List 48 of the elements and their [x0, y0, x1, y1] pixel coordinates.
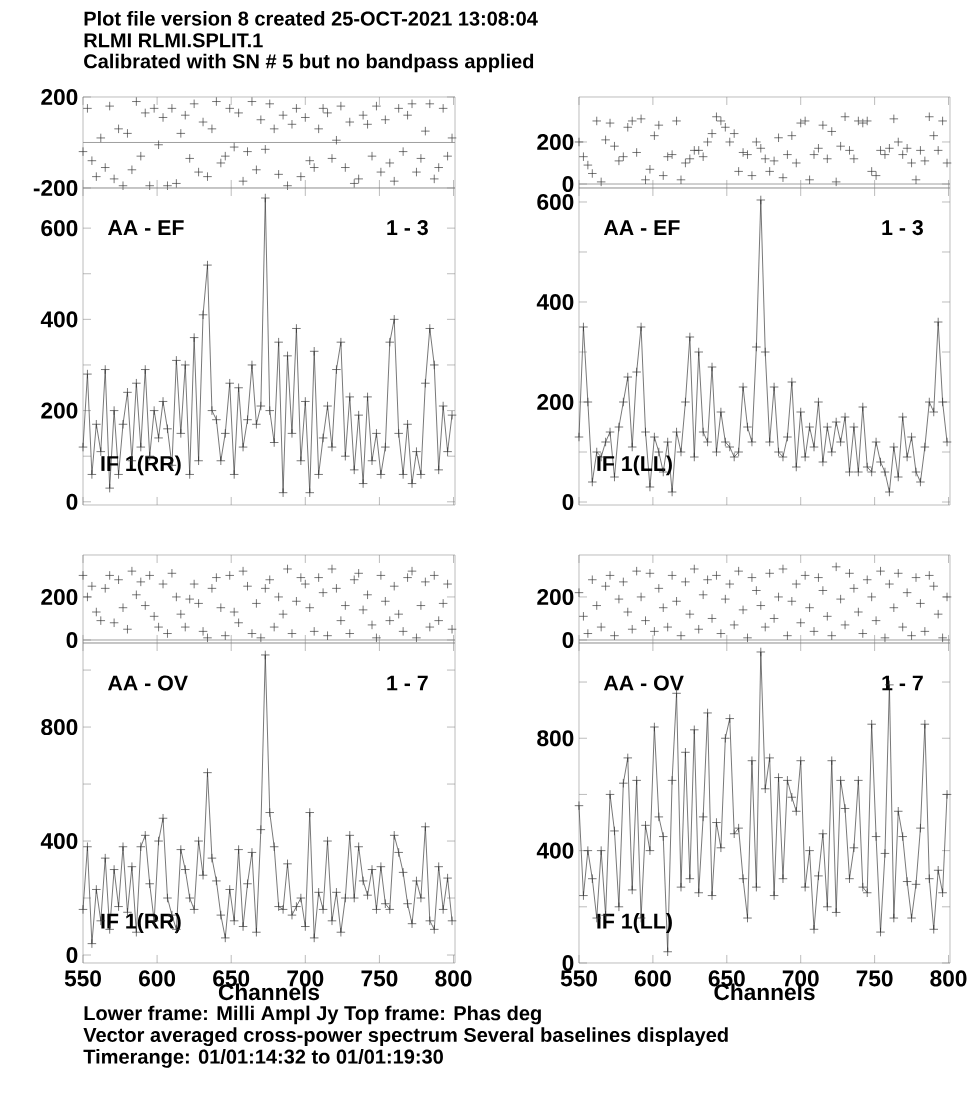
y-tick-label: 0	[562, 493, 574, 511]
x-tick-label: 800	[930, 970, 967, 987]
chart-title: Plot file version 8 created 25-OCT-2021 13:08:04	[84, 10, 538, 26]
annotation: AA - OV	[107, 675, 188, 691]
y-tick-label: 800	[41, 719, 78, 736]
y-tick-label: 800	[537, 730, 574, 747]
annotation: AA - EF	[107, 220, 184, 235]
annotation: IF 1(RR)	[101, 455, 181, 476]
y-tick-label: 0	[562, 631, 574, 649]
x-tick-label: 750	[856, 970, 893, 987]
y-tick-label: 200	[41, 88, 78, 106]
annotation: 1 - 7	[882, 675, 923, 691]
y-tick-label: 200	[537, 588, 574, 605]
y-tick-label: 0	[562, 175, 574, 193]
x-tick-label: 800	[435, 970, 472, 987]
text: Vector averaged cross-power spectrum Several baselines displayed	[83, 1027, 728, 1047]
y-tick-label: 200	[41, 588, 78, 605]
y-tick-label: 600	[41, 220, 78, 237]
y-tick-label: 0	[66, 493, 78, 510]
y-tick-label: 400	[536, 293, 574, 311]
y-tick-label: 0	[66, 946, 78, 964]
annotation: 1 - 3	[882, 220, 923, 236]
text: Calibrated with SN # 5 but no bandpass applied	[84, 53, 534, 73]
y-tick-label: -200	[33, 179, 78, 197]
y-tick-label: 0	[562, 954, 574, 972]
text: Timerange: 01/01:14:32 to 01/01:19:30	[83, 1049, 443, 1068]
annotation: AA - EF	[603, 220, 680, 235]
text: Lower frame: Milli Ampl Jy Top frame: Phas deg	[84, 1005, 541, 1025]
y-tick-label: 400	[536, 842, 574, 859]
annotation: IF 1(LL)	[597, 913, 672, 933]
annotation: IF 1(LL)	[597, 455, 672, 476]
text: RLMI RLMI.SPLIT.1	[84, 33, 263, 48]
x-tick-label: 550	[560, 970, 597, 987]
y-tick-label: 400	[40, 311, 78, 328]
y-tick-label: 0	[66, 631, 78, 649]
y-tick-label: 600	[537, 193, 574, 211]
annotation: AA - OV	[603, 675, 684, 691]
annotation: 1 - 3	[387, 220, 428, 236]
x-tick-label: 550	[64, 970, 101, 987]
annotation: 1 - 7	[387, 675, 428, 691]
annotation: IF 1(RR)	[101, 913, 181, 933]
x-tick-label: 750	[361, 970, 398, 987]
y-tick-label: 200	[537, 393, 574, 411]
y-tick-label: 200	[41, 402, 78, 419]
x-tick-label: 600	[139, 970, 176, 987]
y-tick-label: 400	[40, 833, 78, 850]
x-tick-label: 600	[634, 970, 671, 987]
y-tick-label: 200	[537, 133, 574, 150]
